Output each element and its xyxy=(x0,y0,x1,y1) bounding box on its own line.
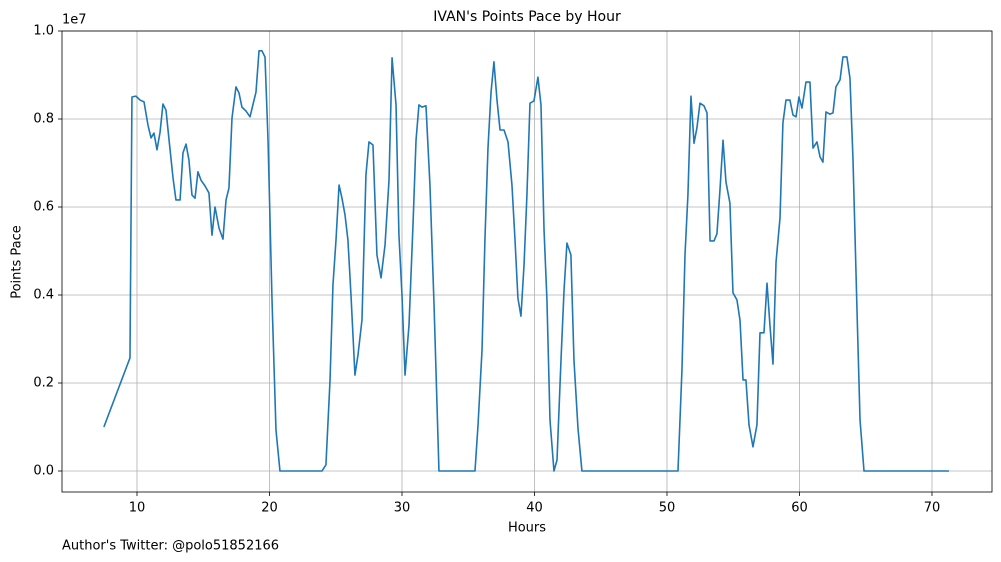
x-axis-label: Hours xyxy=(508,521,546,536)
x-tick-label: 70 xyxy=(924,501,941,516)
x-tick-label: 10 xyxy=(129,501,146,516)
x-tick-label: 60 xyxy=(791,501,808,516)
x-tick-label: 50 xyxy=(659,501,676,516)
y-offset-label: 1e7 xyxy=(62,13,87,28)
y-tick-label: 0.8 xyxy=(33,112,54,127)
y-tick-label: 1.0 xyxy=(33,24,54,39)
data-line xyxy=(103,50,949,472)
y-axis-label: Points Pace xyxy=(10,225,25,299)
x-tick-label: 20 xyxy=(261,501,278,516)
y-tick-label: 0.2 xyxy=(33,376,54,391)
y-tick-label: 0.4 xyxy=(33,288,54,303)
x-tick-label: 30 xyxy=(394,501,411,516)
y-tick-label: 0.0 xyxy=(33,464,54,479)
footnote: Author's Twitter: @polo51852166 xyxy=(62,539,279,554)
x-tick-label: 40 xyxy=(526,501,543,516)
chart-title: IVAN's Points Pace by Hour xyxy=(433,9,621,25)
y-tick-label: 0.6 xyxy=(33,200,54,215)
plot-frame xyxy=(61,30,993,493)
